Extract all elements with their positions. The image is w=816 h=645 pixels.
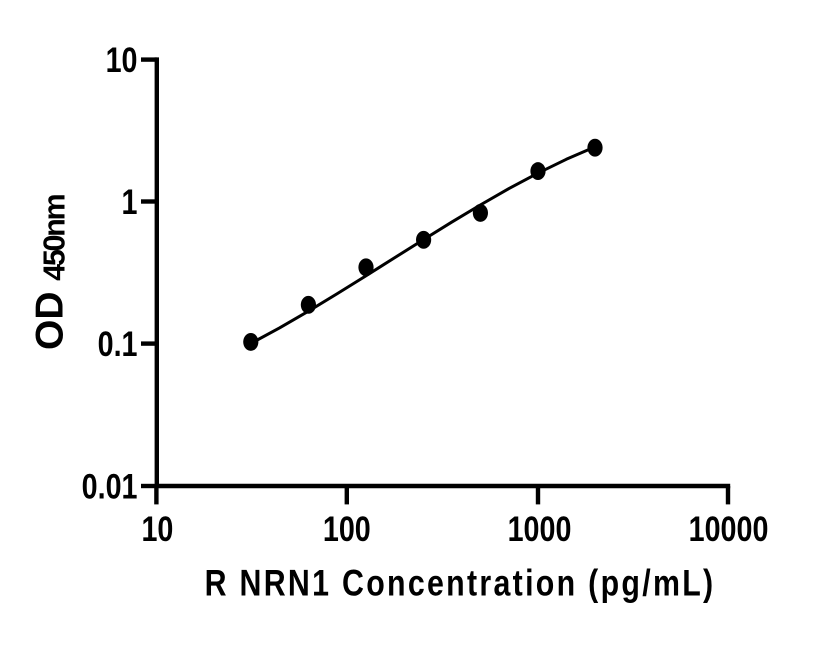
svg-text:1000: 1000	[508, 509, 572, 548]
svg-text:10: 10	[141, 509, 173, 548]
svg-text:0.01: 0.01	[82, 467, 138, 506]
svg-text:10000: 10000	[689, 509, 769, 548]
svg-text:10: 10	[106, 40, 138, 79]
svg-text:0.1: 0.1	[98, 324, 138, 363]
svg-text:R NRN1 Concentration (pg/mL): R NRN1 Concentration (pg/mL)	[205, 563, 716, 605]
svg-text:1: 1	[122, 182, 138, 221]
svg-text:100: 100	[323, 509, 371, 548]
